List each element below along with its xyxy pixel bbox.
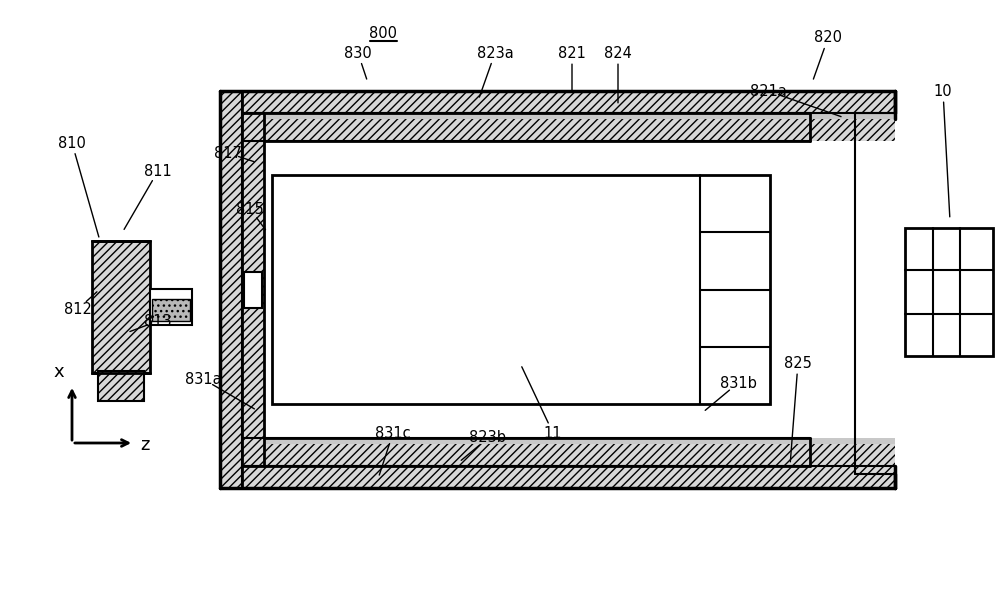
Bar	[220, 466, 895, 488]
Bar	[242, 119, 810, 141]
Bar	[242, 444, 810, 466]
Text: 813: 813	[144, 313, 172, 329]
Text: 810: 810	[58, 135, 86, 151]
Text: 800: 800	[369, 25, 397, 41]
Bar	[810, 444, 895, 466]
Bar	[220, 91, 895, 113]
Bar	[98, 371, 144, 401]
Bar	[264, 163, 810, 416]
Bar	[810, 438, 895, 466]
Text: 831c: 831c	[375, 426, 411, 440]
Text: 831a: 831a	[185, 372, 221, 387]
Bar	[810, 119, 895, 141]
Bar	[92, 241, 150, 373]
Text: 815: 815	[236, 202, 264, 216]
Text: 823a: 823a	[477, 46, 513, 60]
Text: x: x	[54, 363, 64, 381]
Bar	[272, 175, 770, 404]
Bar	[242, 113, 264, 466]
Text: 11: 11	[544, 426, 562, 440]
Bar	[244, 271, 262, 307]
Bar	[220, 91, 242, 488]
Text: 10: 10	[934, 83, 952, 99]
Bar	[152, 299, 190, 321]
Text: 817: 817	[214, 145, 242, 161]
Bar	[855, 456, 895, 474]
Text: 831b: 831b	[720, 375, 756, 391]
Text: z: z	[140, 436, 149, 454]
Text: 821a: 821a	[750, 83, 786, 99]
Bar	[810, 113, 895, 141]
Bar	[905, 228, 993, 356]
Text: 823b: 823b	[470, 430, 507, 446]
Text: 821: 821	[558, 46, 586, 60]
Bar	[220, 91, 895, 488]
Bar	[150, 289, 192, 325]
Text: 825: 825	[784, 356, 812, 371]
Text: 812: 812	[64, 301, 92, 317]
Text: 830: 830	[344, 46, 372, 60]
Bar	[242, 438, 810, 466]
Bar	[242, 113, 810, 141]
Text: 824: 824	[604, 46, 632, 60]
Text: 820: 820	[814, 31, 842, 46]
Text: 811: 811	[144, 164, 172, 178]
